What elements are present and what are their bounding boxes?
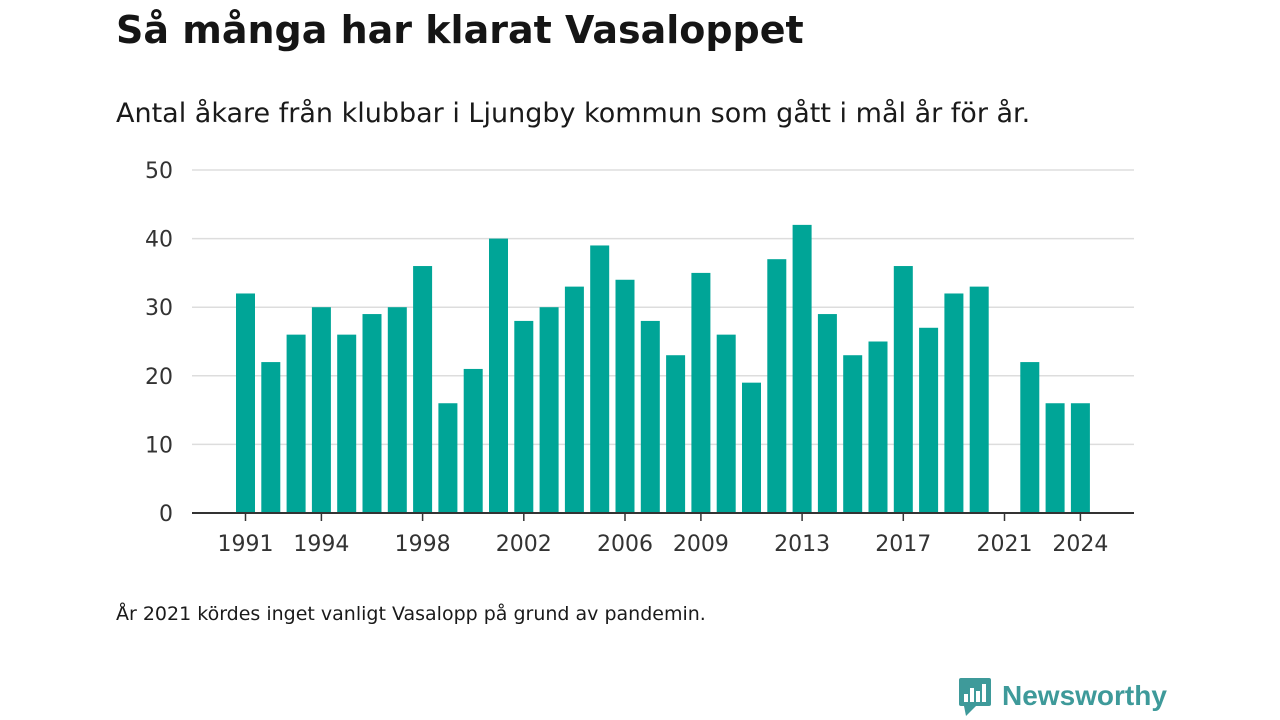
bar-2016	[868, 341, 888, 513]
bar-chart: 0 10 20 30 40 50 1991 1994 1998 2002 2006 2009 2013…	[145, 159, 1134, 557]
x-tick-label: 2002	[496, 532, 552, 557]
bar-1992	[261, 362, 281, 513]
x-tick-label: 2017	[875, 532, 931, 557]
bar-2018	[919, 327, 939, 513]
bar-1995	[337, 334, 357, 513]
gridlines	[192, 169, 1134, 446]
y-tick-label: 40	[145, 228, 173, 253]
bar-2000	[463, 368, 483, 513]
bar-1999	[438, 403, 458, 513]
bar-2020	[969, 286, 989, 513]
newsworthy-logo-icon	[959, 678, 991, 716]
x-tick-label: 2006	[597, 532, 653, 557]
y-tick-label: 20	[145, 365, 173, 390]
bar-2014	[817, 314, 837, 513]
brand-name: Newsworthy	[1002, 680, 1167, 711]
bar-2009	[691, 272, 711, 513]
x-tick-label: 2013	[774, 532, 830, 557]
bar-2010	[716, 334, 736, 513]
bar-2019	[944, 293, 964, 513]
x-axis-tick-labels: 1991 1994 1998 2002 2006 2009 2013 2017 2021 2024	[218, 513, 1108, 557]
bar-2004	[564, 286, 584, 513]
y-tick-label: 30	[145, 296, 173, 321]
bar-2011	[742, 382, 761, 513]
bar-1997	[387, 307, 407, 513]
x-tick-label: 1991	[218, 532, 274, 557]
footnote: År 2021 kördes inget vanligt Vasalopp på…	[116, 603, 706, 625]
x-tick-label: 2021	[977, 532, 1033, 557]
x-tick-label: 2009	[673, 532, 729, 557]
bar-2015	[843, 355, 863, 513]
bar-1991	[236, 293, 255, 513]
x-tick-label: 1998	[395, 532, 451, 557]
bar-2003	[539, 307, 559, 513]
y-tick-label: 10	[145, 433, 173, 458]
bar-1993	[286, 334, 306, 513]
chart-subtitle: Antal åkare från klubbar i Ljungby kommu…	[116, 98, 1031, 129]
bar-2024	[1070, 403, 1090, 513]
y-axis-tick-labels: 0 10 20 30 40 50	[145, 159, 173, 527]
bar-2002	[514, 320, 534, 513]
bar-1994	[311, 307, 331, 513]
bar-2006	[615, 279, 635, 513]
bar-2023	[1045, 403, 1065, 513]
bar-2005	[590, 245, 610, 513]
bar-2007	[640, 320, 660, 513]
y-tick-label: 0	[159, 502, 173, 527]
bars	[236, 224, 1090, 513]
x-tick-label: 2024	[1052, 532, 1108, 557]
bar-2013	[792, 224, 812, 513]
bar-1998	[413, 266, 433, 513]
x-tick-label: 1994	[293, 532, 349, 557]
bar-2008	[666, 355, 686, 513]
bar-1996	[362, 314, 382, 513]
brand-logo: Newsworthy	[958, 676, 1167, 716]
chart-title: Så många har klarat Vasaloppet	[116, 8, 804, 52]
bar-2022	[1020, 362, 1040, 513]
y-tick-label: 50	[145, 159, 173, 184]
bar-2017	[893, 266, 913, 513]
bar-2012	[767, 259, 787, 513]
bar-2001	[489, 238, 508, 513]
